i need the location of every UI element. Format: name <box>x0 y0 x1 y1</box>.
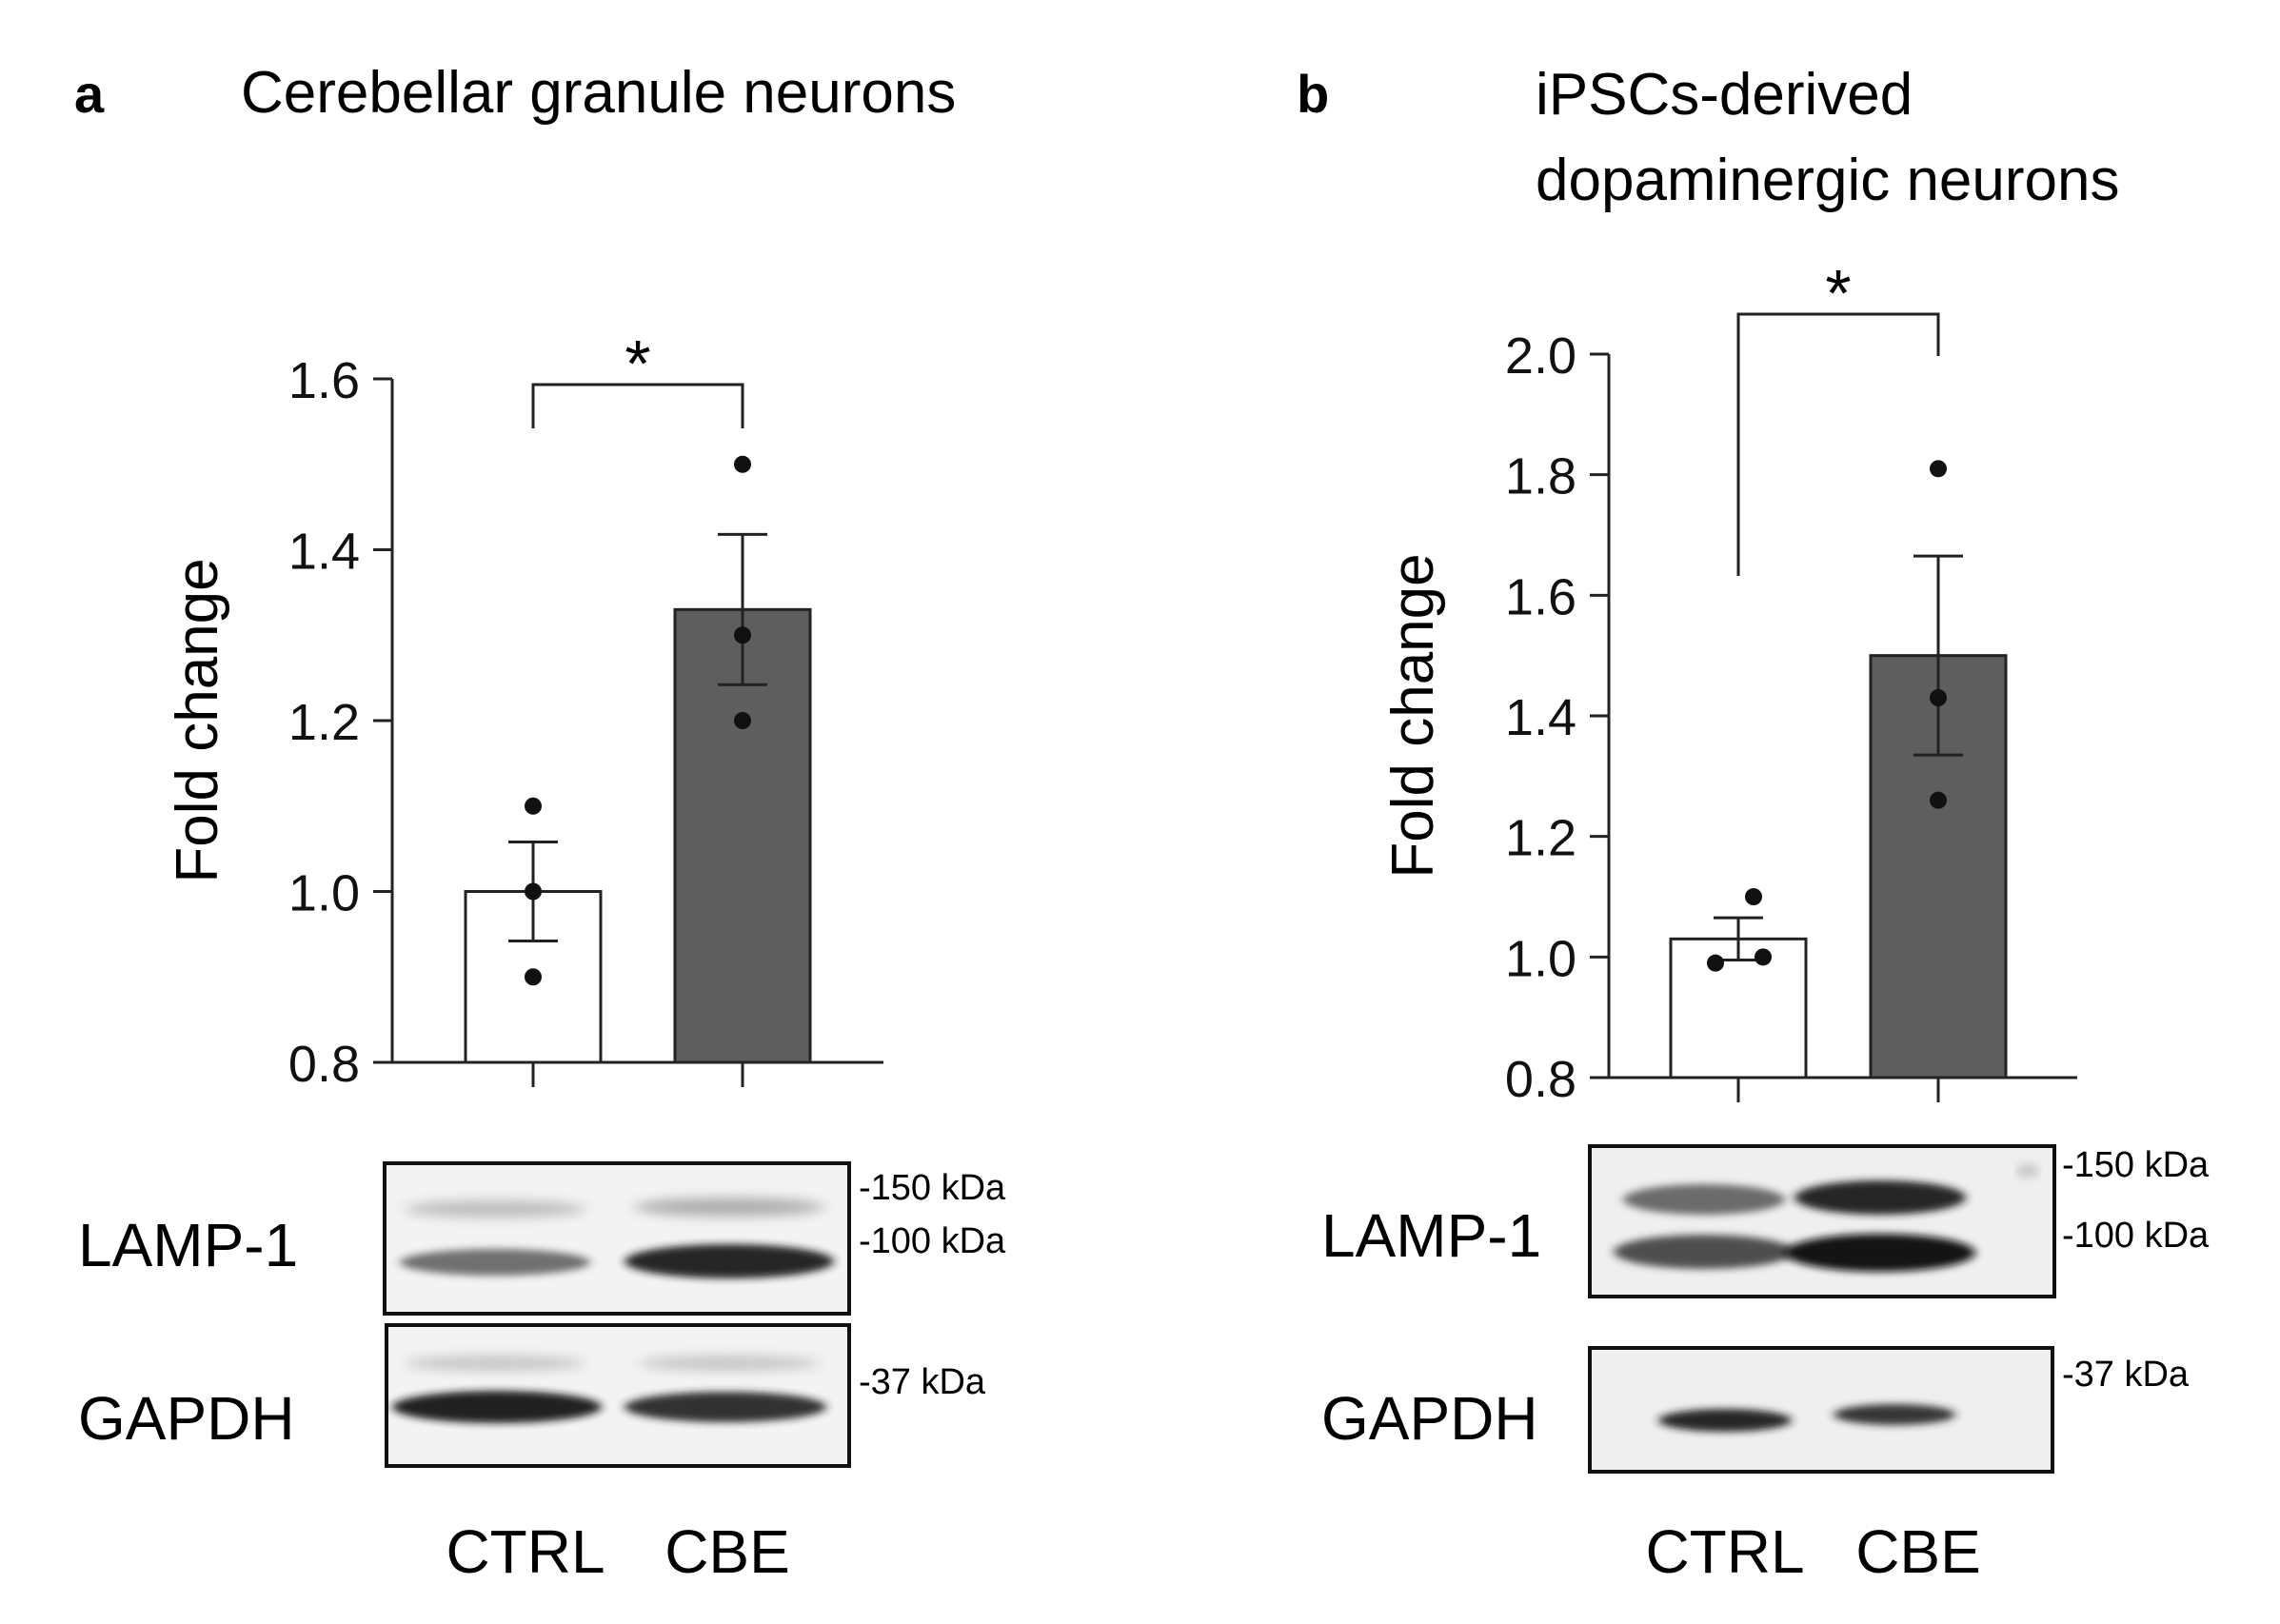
y-tick-label: 1.4 <box>288 524 360 581</box>
panel-letter: b <box>1297 64 1329 124</box>
y-tick-label: 1.2 <box>288 694 360 751</box>
panel-title-line: dopaminergic neurons <box>1536 148 2120 213</box>
blot-protein-label: GAPDH <box>1321 1384 1538 1453</box>
data-point <box>734 626 751 644</box>
y-tick-label: 1.4 <box>1505 689 1576 746</box>
panel-b: b iPSCs-derived dopaminergic neurons 0.8… <box>1297 62 2210 1586</box>
molecular-weight-marker: -150 kDa <box>859 1168 1006 1208</box>
bar-ctrl <box>1669 937 1808 1079</box>
molecular-weight-marker: -150 kDa <box>2062 1145 2210 1185</box>
data-point <box>1755 948 1772 966</box>
data-point <box>1930 689 1947 706</box>
western-blot-a: LAMP-1 GAPDH -150 kDa -100 kDa -37 kDa <box>78 1161 1006 1586</box>
data-point <box>525 882 542 901</box>
molecular-weight-marker: -100 kDa <box>859 1221 1006 1261</box>
panel-letter: a <box>74 64 105 124</box>
significance-bracket <box>1736 312 1940 576</box>
blot-strip-lamp1 <box>383 1161 851 1316</box>
molecular-weight-marker: -100 kDa <box>2062 1216 2210 1256</box>
bar-chart-b: 0.8 1.0 1.2 1.4 1.6 1.8 2.0 Fold change * <box>1380 256 2077 1108</box>
y-tick-label: 1.0 <box>1505 930 1576 987</box>
blot-protein-label: GAPDH <box>78 1384 295 1453</box>
blot-strip-gapdh <box>1588 1346 2054 1474</box>
data-point <box>525 968 542 986</box>
blot-strip-gapdh <box>385 1323 851 1468</box>
y-axis-label: Fold change <box>165 558 230 882</box>
y-tick-label: 1.6 <box>1505 568 1576 625</box>
lane-label: CBE <box>664 1517 790 1586</box>
panel-title-line: iPSCs-derived <box>1536 62 1913 128</box>
lane-label: CTRL <box>1645 1517 1804 1586</box>
data-point <box>1930 460 1947 478</box>
panel-a: a Cerebellar granule neurons 0.8 1.0 1.2 1.… <box>74 60 1006 1586</box>
blot-protein-label: LAMP-1 <box>1321 1201 1541 1270</box>
y-tick-label: 0.8 <box>1505 1051 1576 1108</box>
lane-label: CTRL <box>446 1517 605 1586</box>
y-tick-label: 1.0 <box>288 865 360 922</box>
molecular-weight-marker: -37 kDa <box>2062 1355 2190 1395</box>
data-point <box>734 712 751 729</box>
lane-label: CBE <box>1855 1517 1981 1586</box>
data-point <box>1745 888 1762 905</box>
blot-strip-lamp1 <box>1588 1144 2056 1298</box>
data-point <box>734 455 751 473</box>
y-tick-label: 1.2 <box>1505 810 1576 867</box>
data-point <box>1930 791 1947 809</box>
panel-title-line: Cerebellar granule neurons <box>241 60 956 126</box>
significance-marker: * <box>1825 256 1851 330</box>
y-tick-label: 1.8 <box>1505 448 1576 505</box>
y-tick-label: 0.8 <box>288 1036 360 1093</box>
significance-marker: * <box>625 327 650 401</box>
blot-protein-label: LAMP-1 <box>78 1211 298 1279</box>
western-blot-b: LAMP-1 GAPDH -150 kDa -100 kDa -37 kDa C… <box>1321 1144 2210 1586</box>
y-tick-label: 1.6 <box>288 352 360 409</box>
molecular-weight-marker: -37 kDa <box>859 1362 986 1402</box>
y-axis-label: Fold change <box>1380 553 1446 878</box>
data-point <box>525 797 542 815</box>
significance-bracket <box>531 383 744 428</box>
data-point <box>1707 954 1724 972</box>
y-tick-label: 2.0 <box>1505 327 1576 385</box>
bar-chart-a: 0.8 1.0 1.2 1.4 1.6 Fold change * <box>165 327 883 1093</box>
